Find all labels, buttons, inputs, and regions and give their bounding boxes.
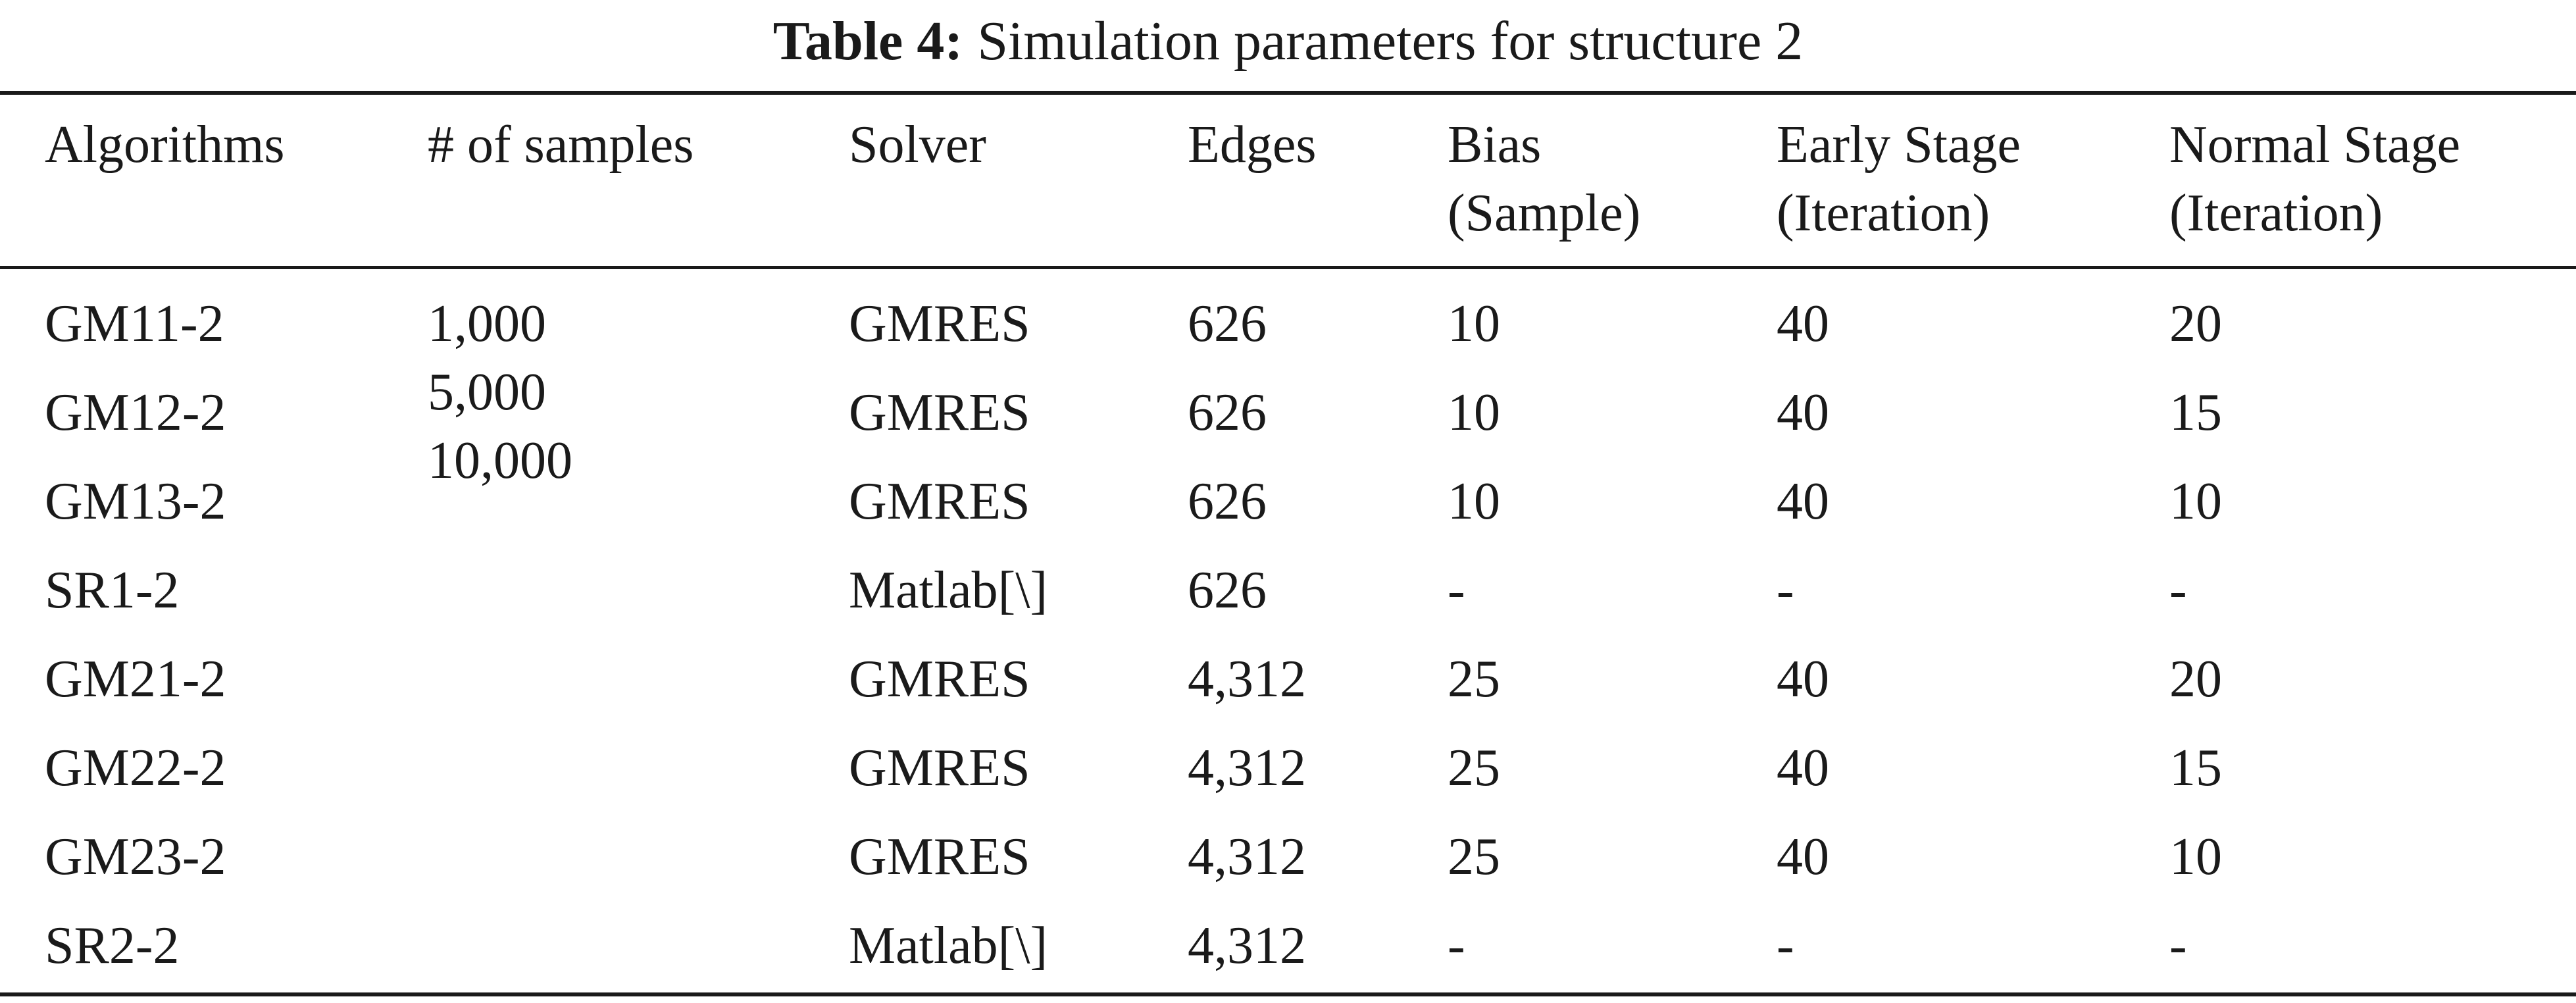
table-cell-early: - <box>1777 917 1794 975</box>
header-solver: Solver <box>849 111 986 179</box>
table-cell-normal: 20 <box>2169 650 2222 708</box>
table-cell-edges: 626 <box>1188 295 1267 353</box>
table-cell-normal: 10 <box>2169 473 2222 530</box>
sample-count: 5,000 <box>428 363 546 421</box>
table-cell-early: 40 <box>1777 828 1829 886</box>
table-top-rule <box>0 91 2576 95</box>
table-cell-normal: 15 <box>2169 739 2222 797</box>
table-header-rule <box>0 266 2576 269</box>
header-normal-stage-line: Normal Stage <box>2169 116 2461 174</box>
table-cell-algorithm: GM23-2 <box>45 828 226 886</box>
table-cell-solver: GMRES <box>849 384 1030 442</box>
table-cell-normal: 20 <box>2169 295 2222 353</box>
table-cell-normal: - <box>2169 561 2187 619</box>
header-samples-line: # of samples <box>428 116 694 174</box>
table-cell-bias: 25 <box>1448 739 1500 797</box>
table-cell-solver: Matlab[\] <box>849 917 1048 975</box>
header-early-stage: Early Stage (Iteration) <box>1777 111 2021 247</box>
header-bias: Bias (Sample) <box>1448 111 1640 247</box>
table-cell-bias: 10 <box>1448 384 1500 442</box>
table-cell-edges: 626 <box>1188 384 1267 442</box>
table-cell-solver: GMRES <box>849 739 1030 797</box>
table-cell-edges: 4,312 <box>1188 828 1306 886</box>
table-cell-edges: 4,312 <box>1188 739 1306 797</box>
header-bias-line: Bias <box>1448 116 1542 174</box>
table-cell-algorithm: GM12-2 <box>45 384 226 442</box>
table-cell-normal: 15 <box>2169 384 2222 442</box>
table-cell-early: 40 <box>1777 295 1829 353</box>
header-edges: Edges <box>1188 111 1317 179</box>
table-cell-edges: 4,312 <box>1188 650 1306 708</box>
header-early-stage-line: Early Stage <box>1777 116 2021 174</box>
table-cell-normal: 10 <box>2169 828 2222 886</box>
table-cell-bias: - <box>1448 917 1465 975</box>
table-cell-algorithm: GM22-2 <box>45 739 226 797</box>
header-early-stage-line: (Iteration) <box>1777 184 1990 242</box>
table-cell-early: 40 <box>1777 473 1829 530</box>
header-edges-line: Edges <box>1188 116 1317 174</box>
table-caption: Table 4: Simulation parameters for struct… <box>0 5 2576 78</box>
table-cell-solver: GMRES <box>849 473 1030 530</box>
table-cell-samples: 1,000 5,000 10,000 <box>428 290 572 495</box>
table-cell-algorithm: SR2-2 <box>45 917 180 975</box>
header-solver-line: Solver <box>849 116 986 174</box>
header-algorithms: Algorithms <box>45 111 284 179</box>
table-cell-bias: - <box>1448 561 1465 619</box>
sample-count: 1,000 <box>428 295 546 353</box>
table-cell-algorithm: GM13-2 <box>45 473 226 530</box>
table-bottom-rule <box>0 992 2576 996</box>
table-cell-bias: 10 <box>1448 473 1500 530</box>
table-cell-algorithm: GM11-2 <box>45 295 224 353</box>
sample-count: 10,000 <box>428 432 572 490</box>
table-cell-solver: GMRES <box>849 295 1030 353</box>
table-cell-early: 40 <box>1777 739 1829 797</box>
table-cell-bias: 25 <box>1448 828 1500 886</box>
table-cell-edges: 626 <box>1188 561 1267 619</box>
table-cell-algorithm: GM21-2 <box>45 650 226 708</box>
header-algorithms-line: Algorithms <box>45 116 285 174</box>
table-caption-label: Table 4: <box>772 11 963 72</box>
table-cell-bias: 25 <box>1448 650 1500 708</box>
header-bias-line: (Sample) <box>1448 184 1641 242</box>
table-cell-normal: - <box>2169 917 2187 975</box>
table-cell-solver: Matlab[\] <box>849 561 1048 619</box>
table-cell-solver: GMRES <box>849 650 1030 708</box>
table-cell-early: 40 <box>1777 384 1829 442</box>
header-normal-stage-line: (Iteration) <box>2169 184 2383 242</box>
table-cell-bias: 10 <box>1448 295 1500 353</box>
table-cell-early: 40 <box>1777 650 1829 708</box>
table-cell-edges: 626 <box>1188 473 1267 530</box>
table-caption-title: Simulation parameters for structure 2 <box>977 11 1804 72</box>
header-normal-stage: Normal Stage (Iteration) <box>2169 111 2460 247</box>
table-cell-early: - <box>1777 561 1794 619</box>
table-cell-solver: GMRES <box>849 828 1030 886</box>
table-cell-algorithm: SR1-2 <box>45 561 180 619</box>
table-cell-edges: 4,312 <box>1188 917 1306 975</box>
header-samples: # of samples <box>428 111 694 179</box>
